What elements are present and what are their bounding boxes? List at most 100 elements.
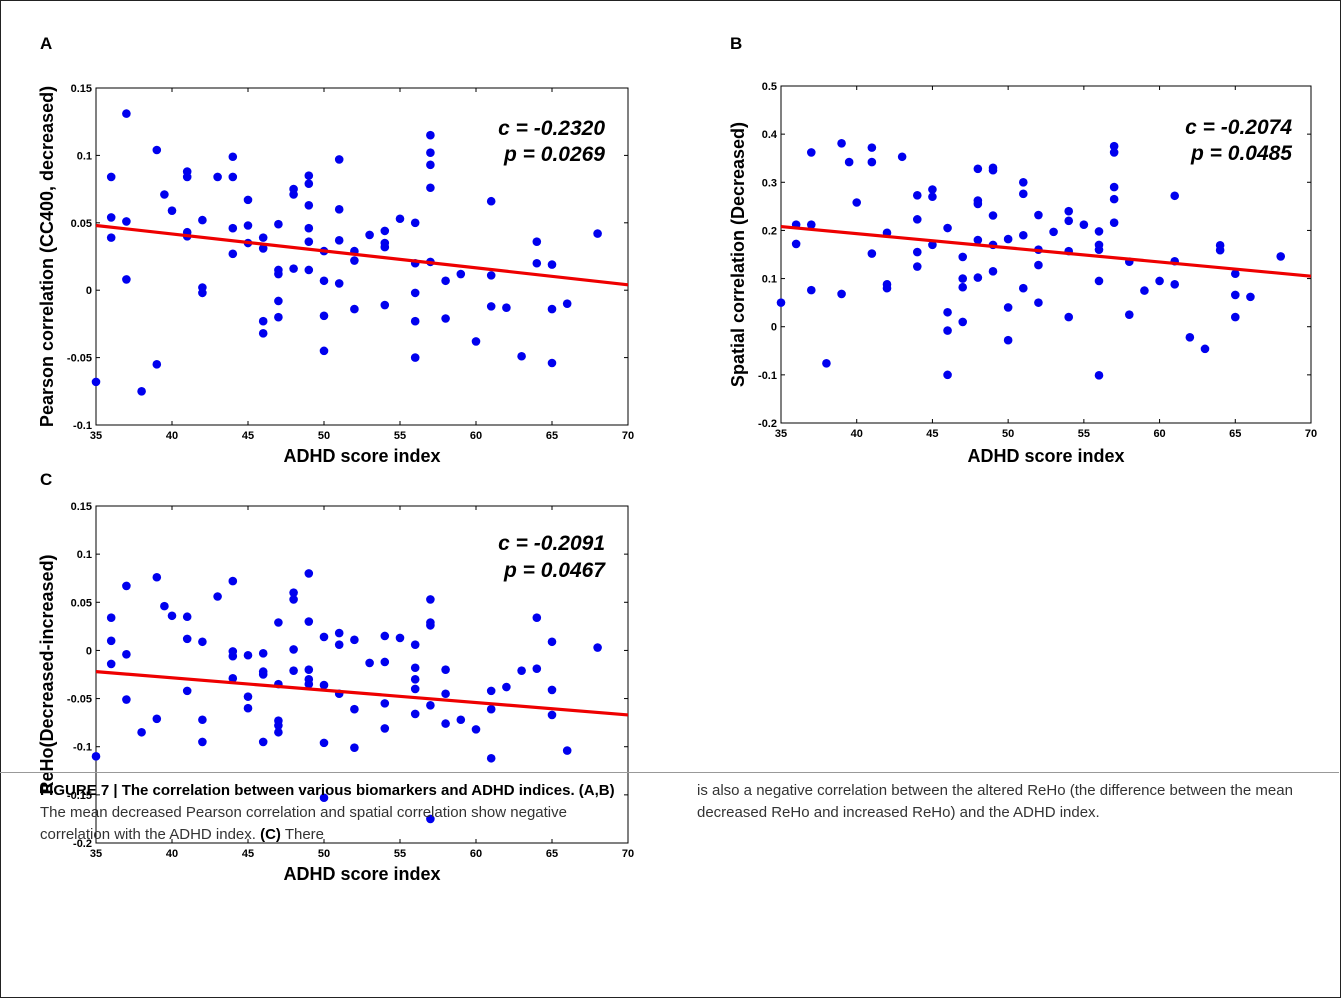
x-tick-label: 40 <box>851 428 863 440</box>
x-tick-label: 60 <box>1153 428 1165 440</box>
data-point <box>1124 310 1134 319</box>
data-point <box>334 236 344 245</box>
x-tick-label: 65 <box>546 848 558 860</box>
caption-ref-c: (C) <box>260 826 281 843</box>
data-point <box>943 370 952 380</box>
y-tick-label: 0.15 <box>71 501 92 513</box>
data-point <box>852 198 862 207</box>
data-point <box>502 303 511 313</box>
data-point <box>289 595 298 604</box>
data-point <box>928 185 937 194</box>
p-value-label: p = 0.0269 <box>503 143 605 166</box>
data-point <box>350 743 359 752</box>
data-point <box>350 304 359 314</box>
data-point <box>1230 312 1240 322</box>
data-point <box>1109 182 1119 192</box>
data-point <box>988 211 998 220</box>
data-point <box>1230 290 1240 300</box>
data-point <box>319 346 329 356</box>
data-point <box>106 172 116 182</box>
data-point <box>380 699 390 708</box>
data-point <box>289 645 298 654</box>
data-point <box>137 387 146 396</box>
x-tick-label: 35 <box>90 848 102 860</box>
data-point <box>958 317 968 327</box>
data-point <box>410 640 420 649</box>
y-tick-label: -0.05 <box>67 353 92 365</box>
data-point <box>160 601 169 611</box>
data-point <box>547 260 557 269</box>
data-point <box>532 258 542 268</box>
y-tick-label: -0.2 <box>758 418 777 430</box>
data-point <box>517 666 526 675</box>
x-tick-label: 45 <box>242 430 254 442</box>
data-point <box>160 190 169 199</box>
data-point <box>198 215 207 225</box>
data-point <box>410 288 420 298</box>
y-tick-label: -0.2 <box>73 838 92 850</box>
p-value-label: p = 0.0467 <box>503 559 606 582</box>
correlation-coefficient-label: c = -0.2320 <box>498 117 605 140</box>
data-point <box>593 229 602 238</box>
data-point <box>897 152 907 162</box>
data-point <box>806 220 816 229</box>
data-point <box>1094 245 1104 254</box>
caption-heading: FIGURE 7 | The correlation between vario… <box>40 782 575 799</box>
data-point <box>334 279 344 288</box>
data-point <box>806 148 816 157</box>
data-point <box>228 152 238 162</box>
data-point <box>1215 245 1225 255</box>
panel-label-c: C <box>40 470 53 489</box>
data-point <box>1109 141 1119 151</box>
data-point <box>182 612 192 622</box>
panel-label-b: B <box>730 34 743 53</box>
data-point <box>1034 210 1043 220</box>
data-point <box>486 704 496 714</box>
data-point <box>106 233 116 242</box>
x-tick-label: 70 <box>1305 428 1317 440</box>
data-point <box>943 307 952 317</box>
data-point <box>1034 260 1043 270</box>
y-axis-label: Spatial correlation (Decreased) <box>728 122 748 387</box>
data-point <box>304 617 314 626</box>
data-point <box>152 572 162 582</box>
data-point <box>532 664 542 674</box>
data-point <box>334 640 344 649</box>
data-point <box>426 130 435 140</box>
data-point <box>1109 218 1119 228</box>
data-point <box>471 337 481 346</box>
data-point <box>258 329 268 338</box>
data-point <box>562 746 572 755</box>
data-point <box>198 288 207 298</box>
x-tick-label: 35 <box>775 428 787 440</box>
data-point <box>304 237 314 246</box>
data-point <box>1109 194 1119 204</box>
data-point <box>304 265 314 275</box>
data-point <box>137 727 146 737</box>
data-point <box>1276 252 1286 261</box>
data-point <box>441 689 450 699</box>
data-point <box>988 267 998 276</box>
data-point <box>1003 303 1013 312</box>
data-point <box>547 358 557 368</box>
regression-line <box>95 223 629 287</box>
data-point <box>274 721 283 730</box>
data-point <box>182 634 192 644</box>
data-point <box>319 793 329 803</box>
data-point <box>912 215 922 224</box>
data-point <box>1170 191 1180 201</box>
data-point <box>806 285 816 295</box>
data-point <box>958 274 968 283</box>
y-tick-label: 0.05 <box>71 218 92 230</box>
data-point <box>122 275 131 284</box>
data-point <box>122 649 131 659</box>
data-point <box>1049 227 1058 237</box>
data-point <box>228 223 238 233</box>
data-point <box>258 244 268 253</box>
data-point <box>304 665 314 674</box>
data-point <box>776 298 786 307</box>
data-point <box>274 618 283 627</box>
data-point <box>1094 371 1104 380</box>
y-tick-label: 0.3 <box>762 177 777 189</box>
regression-line <box>95 670 629 717</box>
